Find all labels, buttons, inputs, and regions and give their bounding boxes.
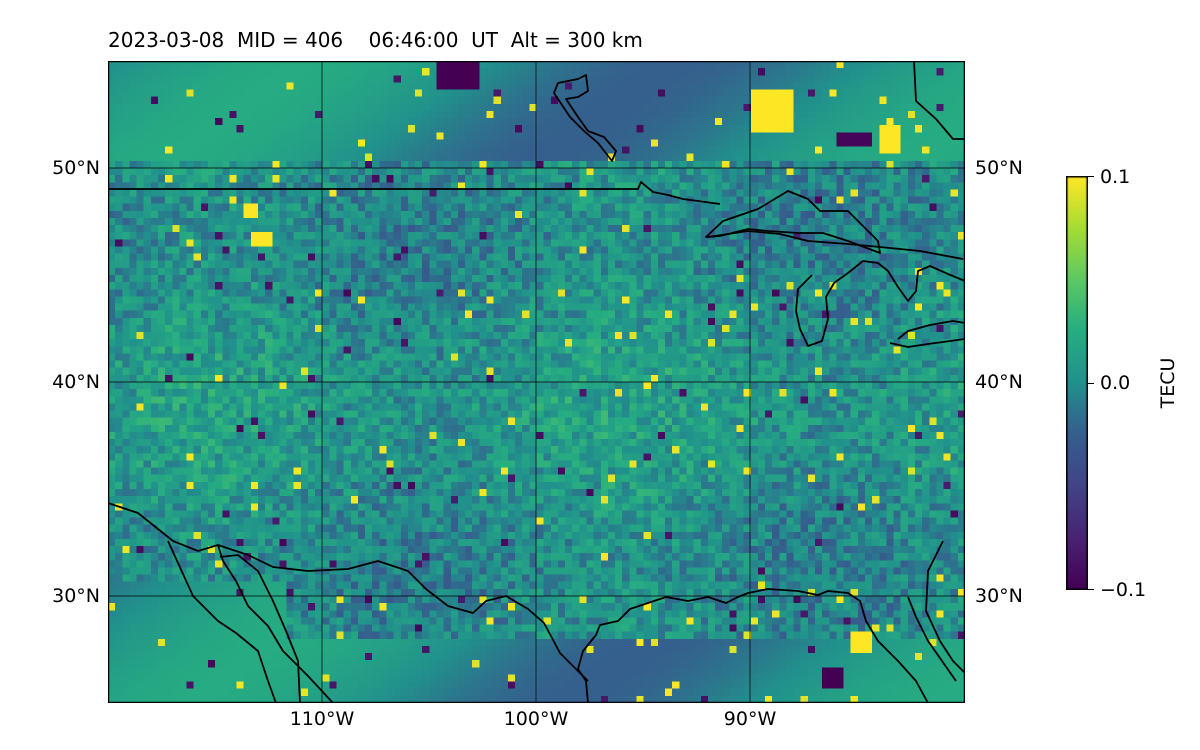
colorbar-tick-label-min: −0.1 [1100, 579, 1147, 601]
colorbar-tick-bottom [1088, 589, 1094, 590]
title-alt: Alt = 300 km [510, 28, 643, 52]
title-time: 06:46:00 UT [368, 28, 498, 52]
lon-label-90w: 90°W [723, 708, 777, 730]
title-mid: MID = 406 [236, 28, 344, 52]
lon-label-100w: 100°W [503, 708, 569, 730]
tec-map [108, 61, 965, 703]
lake-superior [705, 190, 881, 254]
florida [925, 540, 965, 674]
hudson-bay-west [553, 74, 617, 162]
figure-title: 2023-03-08 MID = 406 06:46:00 UT Alt = 3… [108, 28, 643, 52]
colorbar-tick-mid [1088, 383, 1094, 384]
lake-michigan [795, 260, 965, 347]
canada-east [913, 61, 965, 140]
map-overlay [108, 61, 965, 703]
baja-california [217, 544, 334, 703]
lat-label-30-left: 30°N [52, 585, 100, 607]
colorbar-tick-top [1088, 176, 1094, 177]
lat-label-30-right: 30°N [975, 585, 1023, 607]
colorbar-tick-label-zero: 0.0 [1100, 372, 1131, 394]
map-frame [108, 61, 965, 703]
colorbar [1066, 176, 1088, 590]
lat-label-50-right: 50°N [975, 157, 1023, 179]
coastlines-borders [108, 61, 965, 703]
colorbar-tick-label-max: 0.1 [1100, 166, 1131, 188]
florida-west [907, 596, 957, 682]
gridlines [108, 61, 965, 703]
colorbar-label: TECU [1157, 357, 1179, 409]
lat-label-40-right: 40°N [975, 371, 1023, 393]
us-canada-border [108, 181, 721, 205]
us-mexico-border [108, 502, 589, 682]
colorbar-gradient [1066, 176, 1088, 590]
gulf-coast [577, 588, 929, 703]
mexico-west-coast [167, 540, 277, 703]
lon-label-110w: 110°W [289, 708, 355, 730]
gulf-of-california [219, 554, 301, 703]
lat-label-50-left: 50°N [52, 157, 100, 179]
title-date: 2023-03-08 [108, 28, 225, 52]
lake-superior-border [707, 230, 964, 260]
lake-huron-erie [889, 320, 965, 348]
lat-label-40-left: 40°N [52, 371, 100, 393]
